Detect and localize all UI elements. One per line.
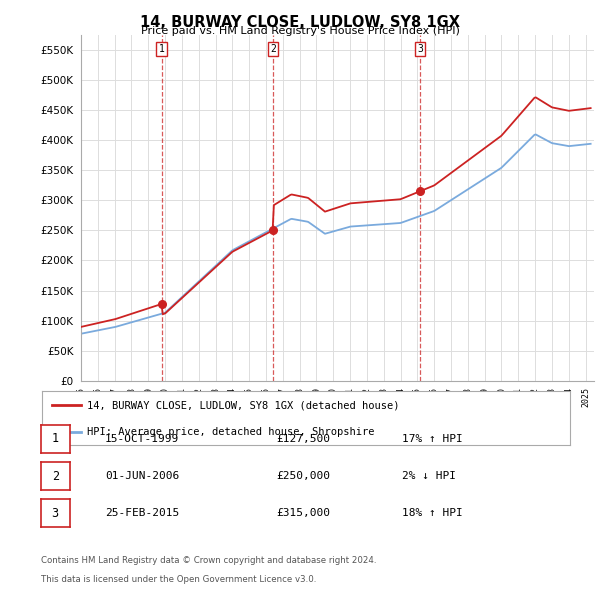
Text: 18% ↑ HPI: 18% ↑ HPI bbox=[402, 509, 463, 518]
Text: Contains HM Land Registry data © Crown copyright and database right 2024.: Contains HM Land Registry data © Crown c… bbox=[41, 556, 376, 565]
Text: 2% ↓ HPI: 2% ↓ HPI bbox=[402, 471, 456, 481]
Text: 3: 3 bbox=[52, 507, 59, 520]
Text: 01-JUN-2006: 01-JUN-2006 bbox=[105, 471, 179, 481]
Text: Price paid vs. HM Land Registry's House Price Index (HPI): Price paid vs. HM Land Registry's House … bbox=[140, 26, 460, 36]
Text: 2: 2 bbox=[52, 470, 59, 483]
Text: £315,000: £315,000 bbox=[276, 509, 330, 518]
Text: 25-FEB-2015: 25-FEB-2015 bbox=[105, 509, 179, 518]
Text: 1: 1 bbox=[158, 44, 164, 54]
Text: 1: 1 bbox=[52, 432, 59, 445]
Text: £127,500: £127,500 bbox=[276, 434, 330, 444]
Text: 14, BURWAY CLOSE, LUDLOW, SY8 1GX (detached house): 14, BURWAY CLOSE, LUDLOW, SY8 1GX (detac… bbox=[87, 401, 400, 411]
Text: 15-OCT-1999: 15-OCT-1999 bbox=[105, 434, 179, 444]
Text: This data is licensed under the Open Government Licence v3.0.: This data is licensed under the Open Gov… bbox=[41, 575, 316, 584]
Text: HPI: Average price, detached house, Shropshire: HPI: Average price, detached house, Shro… bbox=[87, 427, 374, 437]
Text: 17% ↑ HPI: 17% ↑ HPI bbox=[402, 434, 463, 444]
Text: £250,000: £250,000 bbox=[276, 471, 330, 481]
Text: 2: 2 bbox=[270, 44, 276, 54]
Text: 3: 3 bbox=[417, 44, 423, 54]
Text: 14, BURWAY CLOSE, LUDLOW, SY8 1GX: 14, BURWAY CLOSE, LUDLOW, SY8 1GX bbox=[140, 15, 460, 30]
